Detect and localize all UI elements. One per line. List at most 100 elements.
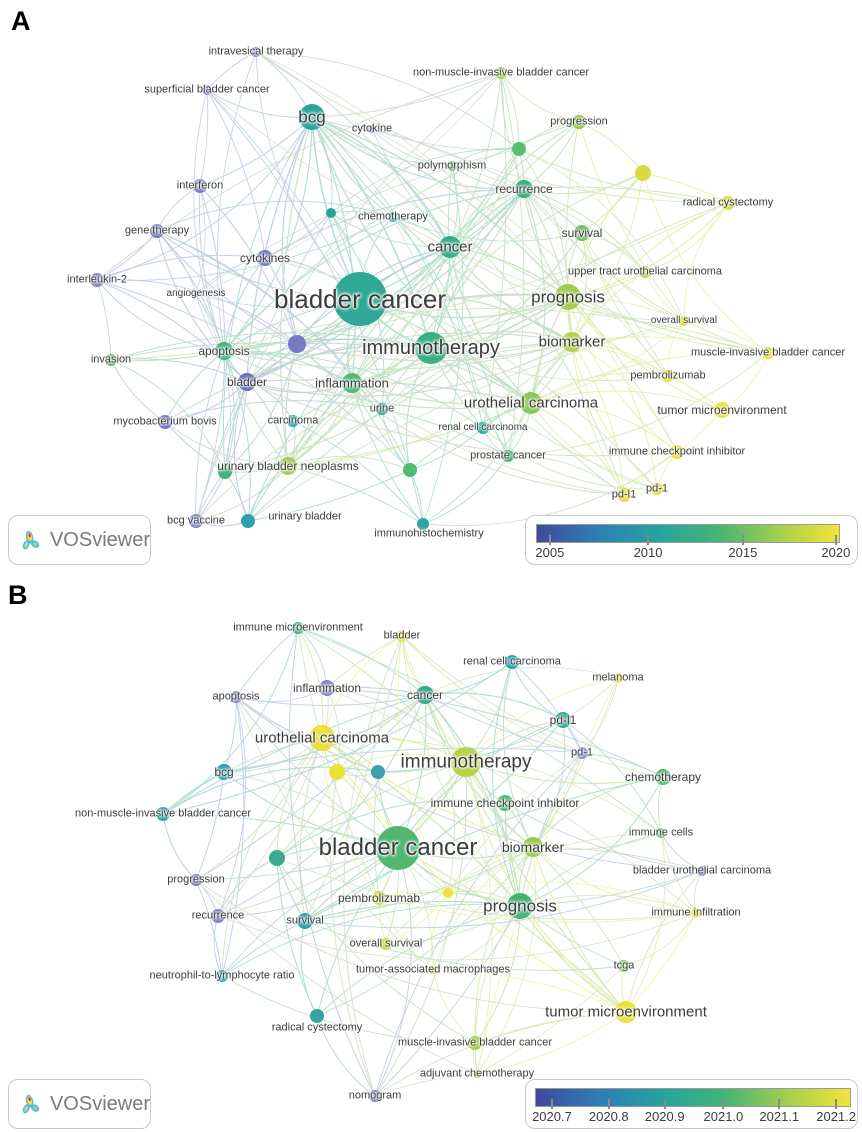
keyword-node-label[interactable]: overall survival: [349, 937, 423, 950]
keyword-node-label[interactable]: urinary bladder neoplasms: [217, 459, 359, 473]
keyword-node[interactable]: [512, 142, 526, 156]
keyword-node-label[interactable]: immunotherapy: [362, 337, 500, 359]
keyword-node-label[interactable]: cytokines: [239, 251, 291, 265]
keyword-node-label[interactable]: invasion: [90, 353, 132, 366]
network-edge: [424, 692, 564, 721]
keyword-node-label[interactable]: superficial bladder cancer: [144, 83, 270, 96]
keyword-node-label[interactable]: nomogram: [348, 1089, 402, 1102]
keyword-node-label[interactable]: bladder: [383, 629, 421, 642]
keyword-node-label[interactable]: radical cystectomy: [271, 1021, 363, 1034]
keyword-node-label[interactable]: cancer: [406, 688, 444, 702]
keyword-node-label[interactable]: urothelial carcinoma: [254, 729, 390, 747]
keyword-node-label[interactable]: immune checkpoint inhibitor: [608, 445, 746, 458]
keyword-node-label[interactable]: tumor-associated macrophages: [355, 963, 511, 976]
network-edge: [198, 185, 225, 352]
keyword-node-label[interactable]: progression: [550, 115, 608, 128]
keyword-node-label[interactable]: carcinoma: [267, 414, 319, 427]
keyword-node-label[interactable]: tumor microenvironment: [545, 1003, 707, 1021]
keyword-node-label[interactable]: immune infiltration: [651, 906, 741, 919]
keyword-node[interactable]: [326, 208, 336, 218]
network-edge: [625, 870, 703, 1013]
keyword-node-label[interactable]: urine: [369, 402, 395, 415]
keyword-node-label[interactable]: apoptosis: [198, 344, 250, 358]
keyword-node-label[interactable]: urothelial carcinoma: [463, 394, 599, 412]
colorbar-tick-label: 2010: [633, 545, 663, 560]
keyword-node-label[interactable]: bladder cancer: [274, 284, 446, 314]
network-edge: [397, 847, 627, 1013]
keyword-node-label[interactable]: interleukin-2: [67, 273, 127, 286]
keyword-node-label[interactable]: recurrence: [191, 909, 245, 922]
keyword-node-label[interactable]: bcg: [214, 765, 234, 779]
keyword-node-label[interactable]: pd-1: [645, 482, 669, 495]
network-edge: [657, 776, 664, 834]
keyword-node-label[interactable]: adjuvant chemotherapy: [419, 1067, 535, 1080]
keyword-node-label[interactable]: immune checkpoint inhibitor: [430, 796, 580, 810]
keyword-node-label[interactable]: upper tract urothelial carcinoma: [567, 265, 723, 278]
keyword-node-label[interactable]: inflammation: [292, 681, 362, 695]
keyword-node-label[interactable]: bladder cancer: [318, 834, 478, 861]
keyword-node-label[interactable]: bladder: [226, 375, 268, 389]
keyword-node-label[interactable]: non-muscle-invasive bladder cancer: [74, 807, 252, 820]
keyword-node[interactable]: [288, 335, 306, 353]
keyword-node[interactable]: [443, 888, 453, 898]
keyword-node-label[interactable]: radical cystectomy: [682, 196, 774, 209]
keyword-node-label[interactable]: immunotherapy: [400, 751, 532, 773]
keyword-node-label[interactable]: cytokine: [351, 122, 393, 135]
keyword-node-label[interactable]: pd-l1: [611, 488, 637, 501]
keyword-node-label[interactable]: inflammation: [315, 375, 389, 391]
network-edge: [507, 455, 625, 496]
keyword-node-label[interactable]: immune cells: [628, 826, 694, 839]
keyword-node-label[interactable]: tcga: [613, 959, 635, 972]
keyword-node-label[interactable]: neutrophil-to-lymphocyte ratio: [149, 969, 295, 982]
keyword-node[interactable]: [635, 165, 651, 181]
keyword-node-label[interactable]: survival: [286, 914, 324, 927]
keyword-node-label[interactable]: prognosis: [483, 896, 557, 916]
keyword-node-label[interactable]: chemotherapy: [358, 210, 428, 223]
keyword-node-label[interactable]: tumor microenvironment: [657, 403, 787, 417]
keyword-node-label[interactable]: apoptosis: [212, 690, 260, 703]
keyword-node-label[interactable]: bcg vaccine: [166, 514, 226, 527]
keyword-node-label[interactable]: muscle-invasive bladder cancer: [690, 346, 846, 359]
keyword-node-label[interactable]: pd-1: [570, 746, 594, 759]
keyword-node-label[interactable]: immunohistochemistry: [374, 527, 484, 540]
keyword-node-label[interactable]: overall survival: [650, 315, 718, 326]
keyword-node-label[interactable]: immune microenvironment: [233, 621, 363, 634]
keyword-node-label[interactable]: non-muscle-invasive bladder cancer: [412, 66, 590, 79]
keyword-node-label[interactable]: angiogenesis: [166, 288, 226, 299]
network-edge: [351, 382, 411, 471]
keyword-node-label[interactable]: bladder urothelial carcinoma: [632, 864, 772, 877]
keyword-node-label[interactable]: bcg: [298, 107, 326, 127]
keyword-node-label[interactable]: chemotherapy: [624, 770, 702, 784]
keyword-node-label[interactable]: melanoma: [592, 671, 644, 684]
keyword-node-label[interactable]: recurrence: [495, 182, 553, 196]
keyword-node-label[interactable]: prostate cancer: [470, 449, 546, 462]
keyword-node-label[interactable]: survival: [561, 226, 603, 240]
keyword-node-label[interactable]: pembrolizumab: [337, 891, 421, 905]
keyword-node[interactable]: [371, 765, 385, 779]
keyword-node-label[interactable]: cancer: [427, 238, 473, 256]
keyword-node[interactable]: [241, 514, 255, 528]
keyword-node-label[interactable]: muscle-invasive bladder cancer: [397, 1036, 553, 1049]
keyword-node[interactable]: [403, 463, 417, 477]
keyword-node[interactable]: [329, 764, 345, 780]
keyword-node-label[interactable]: pd-l1: [549, 713, 577, 727]
keyword-node-label[interactable]: gene therapy: [124, 224, 190, 237]
keyword-node-label[interactable]: prognosis: [531, 287, 605, 307]
keyword-node-label[interactable]: renal cell carcinoma: [438, 422, 528, 433]
keyword-node-label[interactable]: progression: [167, 873, 225, 886]
network-edge: [223, 696, 237, 773]
keyword-node-label[interactable]: polymorphism: [417, 159, 487, 172]
network-edge: [474, 905, 521, 1075]
keyword-node-label[interactable]: biomarker: [501, 839, 565, 855]
keyword-node-label[interactable]: pembrolizumab: [630, 369, 706, 382]
network-edge: [532, 719, 566, 848]
keyword-node-label[interactable]: mycobacterium bovis: [113, 415, 217, 428]
keyword-node-label[interactable]: interferon: [176, 179, 224, 192]
network-edge: [276, 857, 476, 1044]
keyword-node-label[interactable]: urinary bladder: [268, 510, 342, 523]
keyword-node-label[interactable]: intravesical therapy: [208, 45, 304, 58]
network-edge: [721, 352, 769, 411]
keyword-node-label[interactable]: renal cell carcinoma: [463, 655, 561, 668]
keyword-node[interactable]: [269, 850, 285, 866]
keyword-node-label[interactable]: biomarker: [538, 333, 606, 351]
